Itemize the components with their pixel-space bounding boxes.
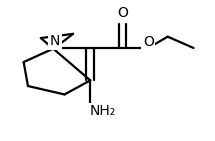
Text: O: O [117, 6, 128, 20]
Text: N: N [50, 34, 60, 48]
Text: NH₂: NH₂ [90, 104, 116, 118]
Text: O: O [143, 35, 154, 49]
